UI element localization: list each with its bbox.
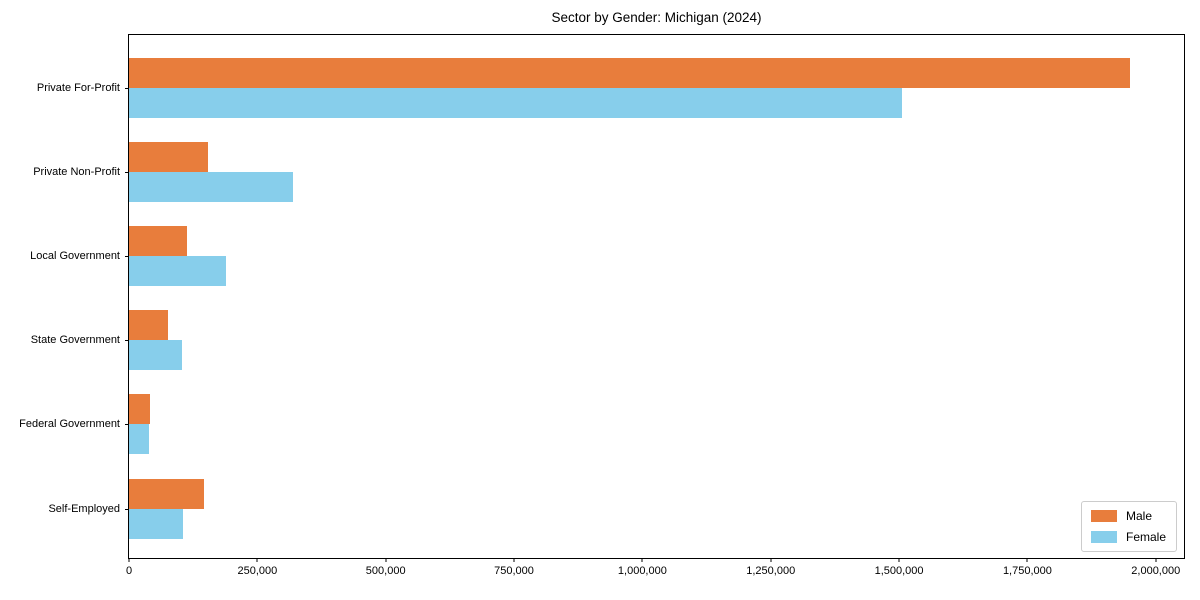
bar-male: [129, 394, 151, 425]
y-axis-label: Private Non-Profit: [33, 166, 120, 179]
y-tick-mark: [125, 172, 129, 174]
y-axis-label: Private For-Profit: [36, 82, 120, 94]
x-tick-mark: [256, 558, 258, 562]
bar-female: [129, 340, 182, 371]
legend-label-male: Male: [1125, 509, 1152, 523]
bar-female: [129, 256, 227, 287]
plot-area: Male Female Private For-Profit Private No…: [19, 34, 1185, 577]
y-axis-label: Local Government: [30, 250, 120, 263]
bar-male: [129, 310, 169, 341]
x-axis-label: 2,000,000: [1131, 565, 1181, 577]
y-tick-mark: [125, 340, 129, 342]
x-tick-mark: [770, 558, 772, 562]
y-tick-mark: [125, 508, 129, 510]
x-axis-label: 0: [125, 565, 133, 577]
chart-title: Sector by Gender: Michigan (2024): [551, 10, 762, 25]
bar-male: [129, 142, 208, 173]
x-axis-label: 750,000: [494, 565, 534, 577]
y-axis-label: Federal Government: [19, 418, 120, 431]
legend-label-female: Female: [1125, 530, 1166, 544]
x-axis-label: 500,000: [365, 565, 406, 577]
bar-male: [129, 478, 204, 509]
y-tick-mark: [125, 424, 129, 426]
legend-item-female: Female: [1090, 530, 1166, 544]
x-tick-mark: [385, 558, 387, 562]
bar-female: [129, 424, 149, 455]
x-tick-mark: [513, 558, 515, 562]
x-tick-mark: [898, 558, 900, 562]
legend: Male Female: [1080, 501, 1177, 552]
y-tick-mark: [125, 88, 129, 89]
male-swatch: [1090, 510, 1117, 522]
x-tick-mark: [1155, 558, 1157, 562]
x-axis-label: 1,500,000: [874, 565, 924, 577]
legend-item-male: Male: [1090, 509, 1166, 523]
x-tick-mark: [128, 558, 130, 562]
bar-female: [129, 172, 293, 203]
x-axis-label: 1,750,000: [1002, 565, 1052, 577]
y-axis-label: State Government: [30, 334, 120, 347]
bar-male: [129, 226, 187, 257]
x-tick-mark: [641, 558, 643, 562]
x-axis-label: 1,000,000: [617, 565, 667, 577]
bar-female: [129, 508, 183, 539]
x-tick-mark: [1026, 558, 1028, 562]
x-axis-label: 1,250,000: [746, 565, 796, 577]
y-axis-label: Self-Employed: [48, 502, 120, 515]
female-swatch: [1090, 531, 1117, 543]
bar-male: [129, 58, 1131, 88]
y-tick-mark: [125, 256, 129, 258]
x-axis-label: 250,000: [237, 565, 278, 577]
bar-female: [129, 88, 902, 118]
